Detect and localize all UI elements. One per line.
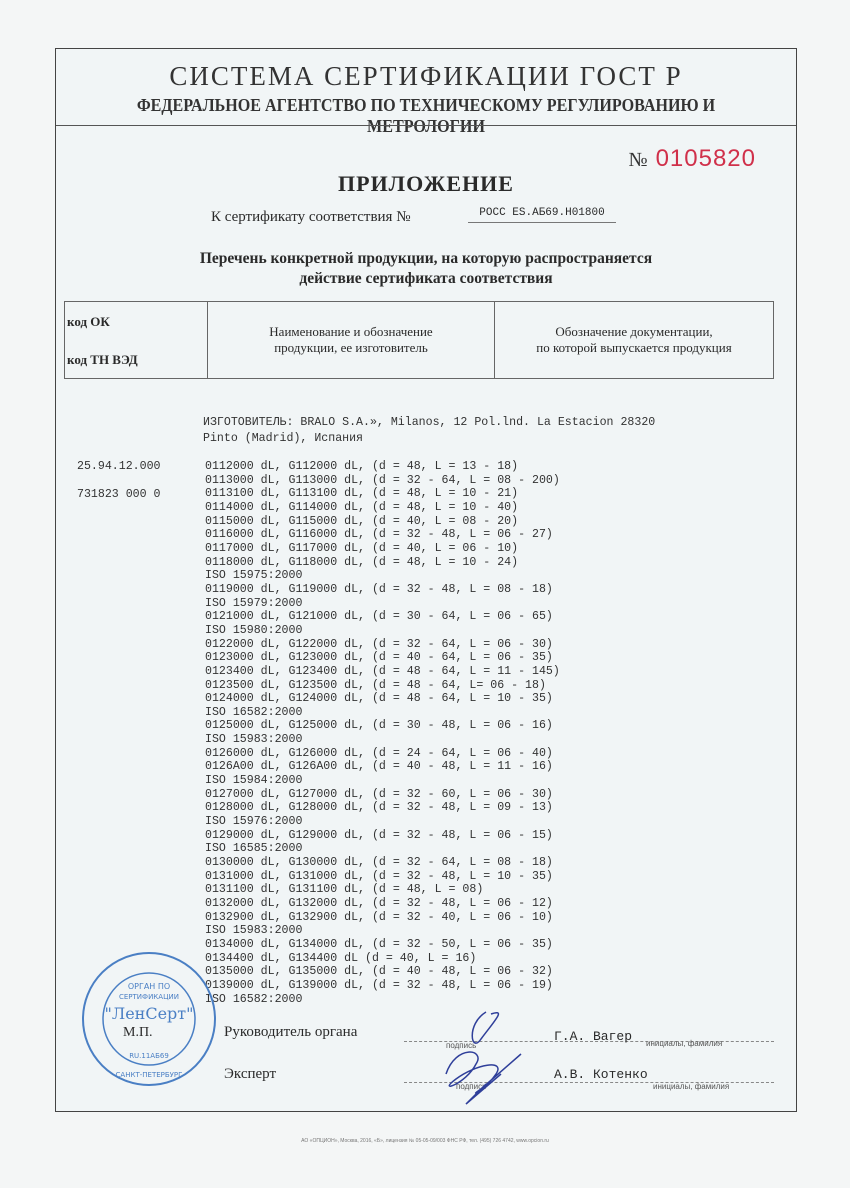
list-item: 0129000 dL, G129000 dL, (d = 32 - 48, L … xyxy=(205,828,553,842)
expert-label: Эксперт xyxy=(224,1066,277,1082)
agency-title: ФЕДЕРАЛЬНОЕ АГЕНТСТВО ПО ТЕХНИЧЕСКОМУ РЕ… xyxy=(136,95,716,136)
column-header-line: продукции, ее изготовитель xyxy=(274,340,428,355)
signature-caption: подпись xyxy=(456,1082,487,1091)
list-item: 0135000 dL, G135000 dL, (d = 40 - 48, L … xyxy=(205,965,553,979)
expert-name: А.В. Котенко xyxy=(554,1067,648,1082)
list-item: 0114000 dL, G114000 dL, (d = 48, L = 10 … xyxy=(205,500,519,514)
list-item: 0121000 dL, G121000 dL, (d = 30 - 64, L … xyxy=(205,610,553,624)
standard-reference: ISO 15976:2000 xyxy=(205,815,303,829)
svg-text:СЕРТИФИКАЦИИ: СЕРТИФИКАЦИИ xyxy=(119,993,179,1001)
product-name-column: Наименование и обозначение продукции, ее … xyxy=(208,302,495,378)
head-label: Руководитель органа xyxy=(224,1024,358,1040)
list-item: 0112000 dL, G112000 dL, (d = 48, L = 13 … xyxy=(205,460,519,473)
list-item: 0117000 dL, G117000 dL, (d = 40, L = 06 … xyxy=(205,541,519,555)
svg-text:RU.11АБ69: RU.11АБ69 xyxy=(129,1052,169,1060)
head-name: Г.А. Вагер xyxy=(554,1029,633,1044)
standard-reference: ISO 15983:2000 xyxy=(205,733,303,747)
number-sign: № xyxy=(628,149,648,171)
list-item: 0124000 dL, G124000 dL, (d = 48 - 64, L … xyxy=(205,692,553,706)
seal-stamp: ОРГАН ПО СЕРТИФИКАЦИИ "ЛенСерт" RU.11АБ6… xyxy=(82,952,216,1086)
list-title-line: Перечень конкретной продукции, на котору… xyxy=(199,250,653,267)
code-ok-label: код ОК xyxy=(67,314,110,329)
certificate-annex-page: СИСТЕМА СЕРТИФИКАЦИИ ГОСТ Р ФЕДЕРАЛЬНОЕ … xyxy=(55,48,797,1112)
list-item: 0131100 dL, G131100 dL, (d = 48, L = 08) xyxy=(205,883,484,897)
system-title: СИСТЕМА СЕРТИФИКАЦИИ ГОСТ Р xyxy=(169,61,683,91)
svg-text:САНКТ-ПЕТЕРБУРГ: САНКТ-ПЕТЕРБУРГ xyxy=(116,1071,183,1079)
list-item: 0116000 dL, G116000 dL, (d = 32 - 48, L … xyxy=(205,528,553,542)
list-item: 0134400 dL, G134400 dL (d = 40, L = 16) xyxy=(205,951,477,965)
list-item: 0119000 dL, G119000 dL, (d = 32 - 48, L … xyxy=(205,582,553,596)
list-item: 0128000 dL, G128000 dL, (d = 32 - 48, L … xyxy=(205,801,553,815)
signature-caption: подпись xyxy=(446,1041,477,1050)
standard-reference: ISO 16585:2000 xyxy=(205,842,303,856)
code-ok-value: 25.94.12.000 xyxy=(77,460,161,473)
list-item: 0131000 dL, G131000 dL, (d = 32 - 48, L … xyxy=(205,869,553,883)
column-header-line: по которой выпускается продукция xyxy=(536,340,732,355)
head-signature-line xyxy=(404,1041,774,1042)
list-item: 0125000 dL, G125000 dL, (d = 30 - 48, L … xyxy=(205,719,553,733)
product-list: 0112000 dL, G112000 dL, (d = 48, L = 13 … xyxy=(205,460,560,1006)
list-item: 0123000 dL, G123000 dL, (d = 40 - 64, L … xyxy=(205,651,553,665)
name-caption: инициалы, фамилия xyxy=(653,1082,730,1091)
list-item: 0130000 dL, G130000 dL, (d = 32 - 64, L … xyxy=(205,856,553,870)
list-item: 0127000 dL, G127000 dL, (d = 32 - 60, L … xyxy=(205,787,553,801)
expert-signature-line xyxy=(404,1082,774,1083)
list-item: 0122000 dL, G122000 dL, (d = 32 - 64, L … xyxy=(205,637,553,651)
manufacturer-line: Pinto (Madrid), Испания xyxy=(203,431,364,445)
column-header-line: Обозначение документации, xyxy=(555,324,713,339)
list-item: 0126000 dL, G126000 dL, (d = 24 - 64, L … xyxy=(205,746,553,760)
list-item: 0139000 dL, G139000 dL, (d = 32 - 48, L … xyxy=(205,978,553,992)
svg-text:ОРГАН ПО: ОРГАН ПО xyxy=(128,982,170,991)
table-header: код ОК код ТН ВЭД Наименование и обознач… xyxy=(64,301,774,379)
list-item: 0134000 dL, G134000 dL, (d = 32 - 50, L … xyxy=(205,937,553,951)
list-title-line: действие сертификата соответствия xyxy=(299,270,553,287)
standard-reference: ISO 15975:2000 xyxy=(205,569,303,583)
serial-value: 0105820 xyxy=(655,145,756,172)
serial-number: № 0105820 xyxy=(628,145,756,173)
list-item: 0118000 dL, G118000 dL, (d = 48, L = 10 … xyxy=(205,555,519,569)
header-divider xyxy=(56,125,796,126)
code-tnved-label: код ТН ВЭД xyxy=(67,352,138,367)
annex-title: ПРИЛОЖЕНИЕ xyxy=(338,171,514,196)
column-header-line: Наименование и обозначение xyxy=(269,324,433,339)
certificate-label: К сертификату соответствия № xyxy=(211,209,411,225)
certificate-number: РОСС ES.АБ69.Н01800 xyxy=(468,207,616,223)
name-caption: инициалы, фамилия xyxy=(646,1039,723,1048)
list-title: Перечень конкретной продукции, на котору… xyxy=(56,249,796,289)
manufacturer-line: ИЗГОТОВИТЕЛЬ: BRALO S.A.», Milanos, 12 P… xyxy=(203,416,656,429)
standard-reference: ISO 15980:2000 xyxy=(205,623,303,637)
manufacturer: ИЗГОТОВИТЕЛЬ: BRALO S.A.», Milanos, 12 P… xyxy=(203,415,655,446)
code-column: код ОК код ТН ВЭД xyxy=(65,302,208,378)
code-tnved-value: 731823 000 0 xyxy=(77,488,161,501)
standard-reference: ISO 15984:2000 xyxy=(205,774,303,788)
seal-label: М.П. xyxy=(123,1025,153,1040)
handwritten-signature xyxy=(445,1011,522,1105)
svg-text:"ЛенСерт": "ЛенСерт" xyxy=(104,1004,193,1023)
list-item: 0123400 dL, G123400 dL, (d = 48 - 64, L … xyxy=(205,664,560,678)
documentation-column: Обозначение документации, по которой выпу… xyxy=(495,302,773,378)
standard-reference: ISO 15983:2000 xyxy=(205,924,303,938)
standard-reference: ISO 15979:2000 xyxy=(205,596,303,610)
list-item: 0113100 dL, G113100 dL, (d = 48, L = 10 … xyxy=(205,487,519,501)
standard-reference: ISO 16582:2000 xyxy=(205,705,303,719)
list-item: 0132900 dL, G132900 dL, (d = 32 - 40, L … xyxy=(205,910,553,924)
list-item: 0115000 dL, G115000 dL, (d = 40, L = 08 … xyxy=(205,514,519,528)
list-item: 0113000 dL, G113000 dL, (d = 32 - 64, L … xyxy=(205,473,560,487)
printer-footer: АО «ОПЦИОН», Москва, 2016, «Б», лицензия… xyxy=(301,1138,549,1144)
list-item: 0126A00 dL, G126A00 dL, (d = 40 - 48, L … xyxy=(205,760,553,774)
list-item: 0132000 dL, G132000 dL, (d = 32 - 48, L … xyxy=(205,897,553,910)
list-item: 0123500 dL, G123500 dL, (d = 48 - 64, L=… xyxy=(205,678,546,692)
